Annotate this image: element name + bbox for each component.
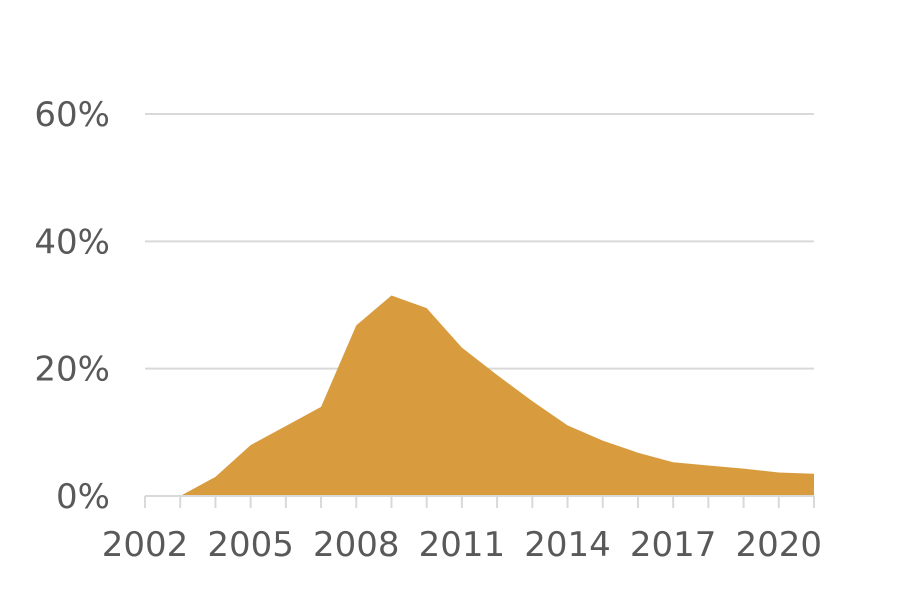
x-tick-label: 2017 [630,525,717,565]
series-area [145,295,814,496]
area-series [145,295,814,496]
x-tick-labels: 2002 2005 2008 2011 2014 2017 2020 [102,525,822,565]
y-tick-label: 0% [56,477,110,517]
x-tick-label: 2011 [419,525,506,565]
y-tick-label: 40% [34,222,110,262]
x-tick-label: 2005 [207,525,294,565]
x-tick-label: 2020 [736,525,823,565]
x-tick-label: 2014 [524,525,611,565]
x-tick-label: 2008 [313,525,400,565]
x-tick-label: 2002 [102,525,189,565]
y-tick-label: 20% [34,350,110,390]
gridlines [145,113,814,370]
y-tick-label: 60% [34,95,110,135]
x-axis [144,495,815,508]
y-tick-labels: 0% 20% 40% 60% [34,95,110,517]
